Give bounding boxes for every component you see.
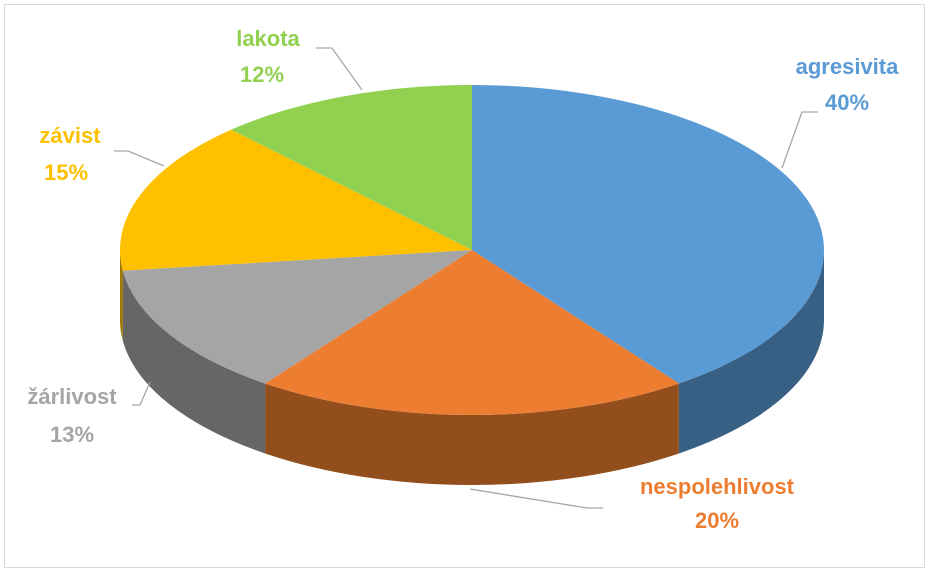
- slice-value-label: 20%: [695, 508, 739, 533]
- slice-label: nespolehlivost: [640, 474, 795, 499]
- leader-line: [114, 150, 165, 167]
- slice: [120, 129, 473, 271]
- slice-label: žárlivost: [27, 384, 117, 409]
- slice-value-label: 15%: [44, 160, 88, 185]
- leader-line: [781, 111, 818, 169]
- slice-side: [265, 383, 679, 485]
- slice-side: [120, 250, 123, 341]
- slice-label: agresivita: [796, 54, 899, 79]
- slice: [265, 250, 679, 416]
- slice: [231, 85, 472, 250]
- leader-line: [469, 488, 603, 509]
- slice-label: závist: [39, 123, 101, 148]
- leader-line: [316, 47, 363, 91]
- slice: [122, 250, 472, 384]
- slice-value-label: 40%: [825, 90, 869, 115]
- slice-side: [122, 270, 266, 454]
- slice: [472, 85, 824, 384]
- leader-line: [132, 381, 151, 406]
- slice-value-label: 12%: [240, 62, 284, 87]
- slice-value-label: 13%: [50, 422, 94, 447]
- slice-label: lakota: [236, 26, 300, 51]
- slice-side: [678, 250, 824, 454]
